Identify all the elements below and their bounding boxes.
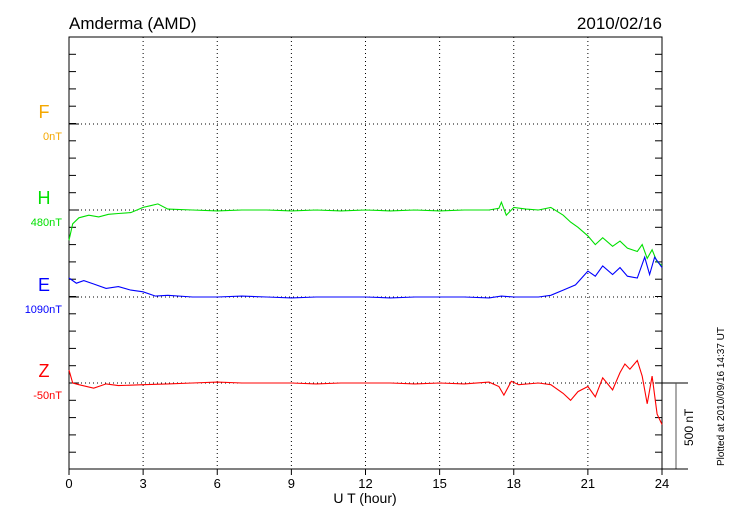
scale-bar-label: 500 nT (682, 408, 696, 446)
x-tick-label: 12 (358, 476, 372, 491)
series-line-e (68, 255, 663, 299)
series-line-h (68, 200, 663, 266)
series-baseline-e: 1090nT (25, 304, 63, 316)
series-name-f: F (39, 102, 50, 122)
x-tick-label: 9 (288, 476, 295, 491)
series-name-z: Z (39, 361, 50, 381)
x-tick-label: 18 (507, 476, 521, 491)
x-axis-label: U T (hour) (333, 490, 396, 506)
series-line-z (68, 359, 663, 425)
chart-date: 2010/02/16 (577, 14, 662, 33)
chart-title: Amderma (AMD) (69, 14, 197, 33)
series-name-h: H (38, 188, 51, 208)
series-baseline-h: 480nT (31, 217, 62, 229)
x-tick-label: 3 (140, 476, 147, 491)
series-name-e: E (38, 275, 50, 295)
plotted-footer: Plotted at 2010/09/16 14:37 UT (716, 327, 727, 466)
x-tick-label: 24 (655, 476, 669, 491)
series-baseline-f: 0nT (43, 131, 62, 143)
x-tick-label: 0 (65, 476, 72, 491)
x-tick-label: 6 (214, 476, 221, 491)
x-tick-label: 15 (432, 476, 446, 491)
series-baseline-z: -50nT (33, 390, 62, 402)
x-tick-label: 21 (581, 476, 595, 491)
